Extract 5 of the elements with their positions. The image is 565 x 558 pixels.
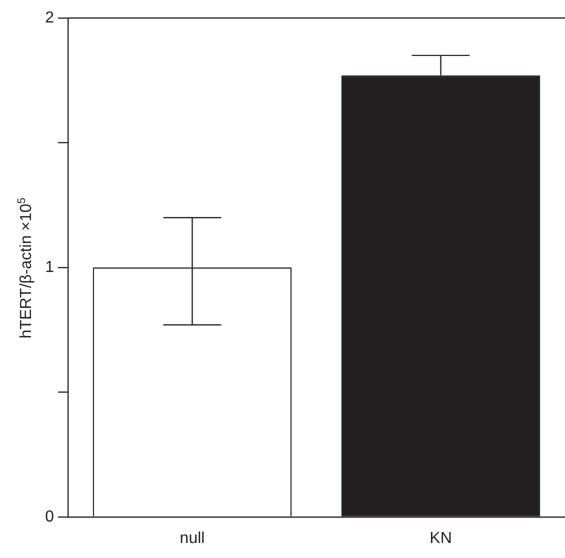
x-tick-label: KN [430, 530, 452, 548]
y-tick-label: 2 [45, 9, 54, 26]
y-tick-label: 1 [45, 258, 54, 276]
x-tick-label: null [180, 530, 205, 548]
y-tick-label: 0 [45, 508, 54, 526]
